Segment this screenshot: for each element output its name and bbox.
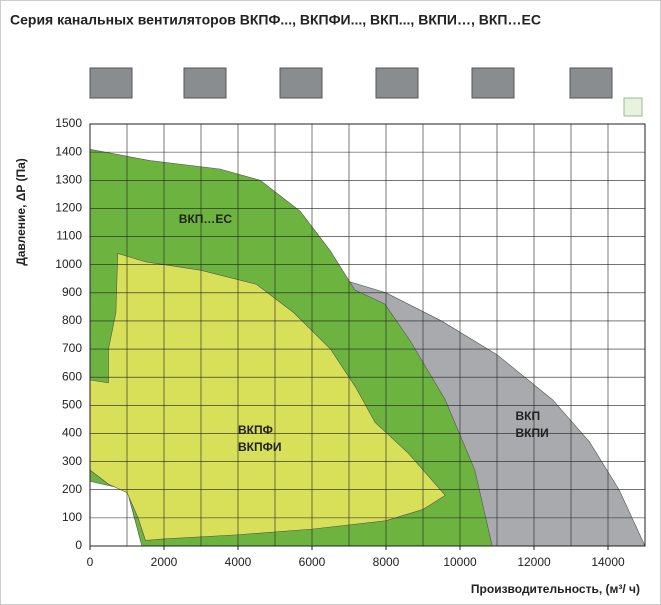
y-tick-label: 600: [62, 369, 82, 383]
y-tick-label: 0: [75, 538, 82, 552]
x-tick-label: 2000: [151, 555, 178, 569]
y-tick-label: 1400: [55, 144, 82, 158]
eco-icon: [624, 98, 642, 116]
y-tick-label: 500: [62, 398, 82, 412]
x-tick-label: 6000: [299, 555, 326, 569]
chart-title: Серия канальных вентиляторов ВКПФ..., ВК…: [10, 12, 541, 28]
product-image: [90, 68, 132, 98]
product-image: [472, 68, 514, 98]
x-tick-label: 4000: [225, 555, 252, 569]
region-label: ВКПИ: [516, 426, 549, 440]
x-tick-label: 8000: [373, 555, 400, 569]
y-tick-label: 1300: [55, 172, 82, 186]
y-tick-label: 1500: [55, 116, 82, 130]
x-tick-label: 14000: [591, 555, 625, 569]
x-tick-label: 12000: [517, 555, 551, 569]
x-tick-label: 0: [87, 555, 94, 569]
x-axis-label: Производительность, (м³/ ч): [471, 582, 640, 596]
chart: Серия канальных вентиляторов ВКПФ..., ВК…: [0, 0, 661, 605]
y-tick-label: 800: [62, 313, 82, 327]
y-tick-label: 100: [62, 510, 82, 524]
region-label: ВКПФ: [238, 423, 273, 437]
y-tick-label: 1200: [55, 201, 82, 215]
product-image: [184, 68, 226, 98]
y-axis-label: Давление, ΔP (Па): [14, 158, 28, 266]
y-tick-label: 900: [62, 285, 82, 299]
y-tick-label: 200: [62, 482, 82, 496]
product-image: [570, 68, 612, 98]
product-image: [376, 68, 418, 98]
product-image: [280, 68, 322, 98]
y-tick-label: 1100: [56, 229, 82, 243]
y-tick-label: 300: [62, 454, 82, 468]
region-label: ВКП…EC: [179, 212, 233, 226]
y-tick-label: 700: [62, 341, 82, 355]
x-tick-label: 10000: [443, 555, 477, 569]
y-tick-label: 400: [62, 426, 82, 440]
region-label: ВКП: [516, 409, 541, 423]
y-tick-label: 1000: [55, 257, 82, 271]
